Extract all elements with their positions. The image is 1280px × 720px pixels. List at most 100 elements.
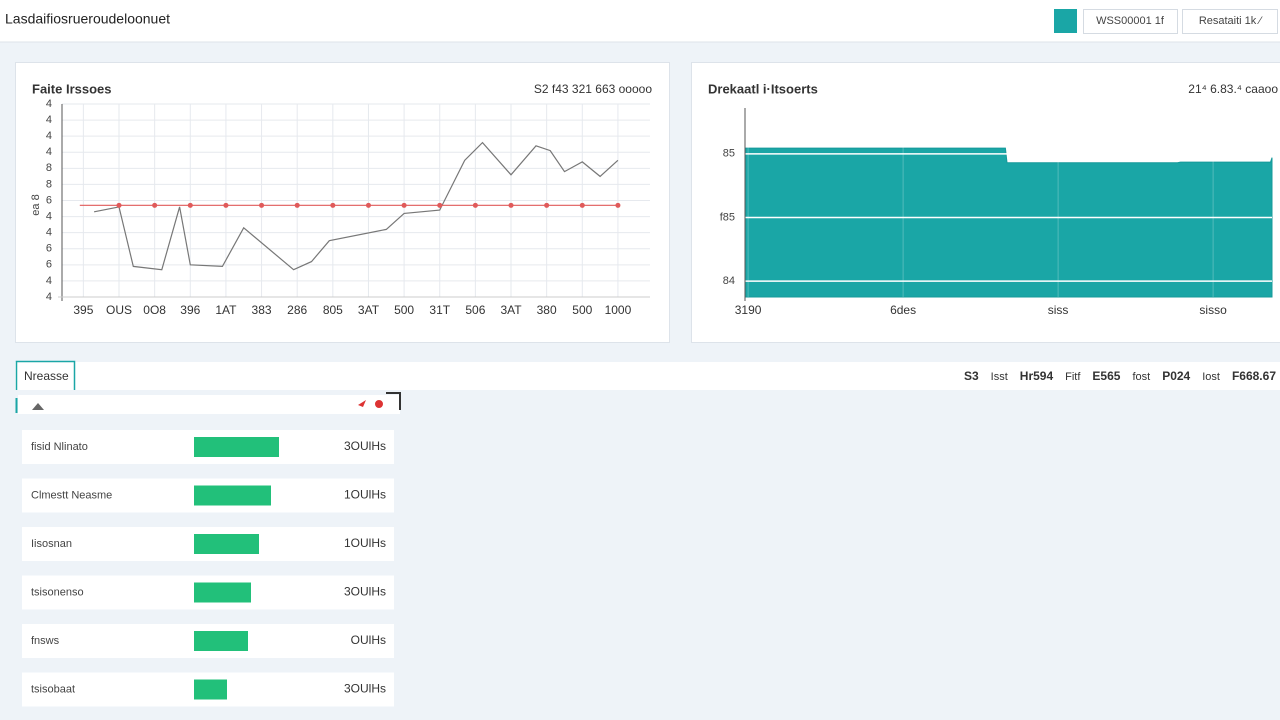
point <box>152 202 158 208</box>
x-tick-label: OUS <box>106 303 132 317</box>
tab-active-border <box>15 360 76 390</box>
tab-item[interactable]: Isst <box>991 371 1008 383</box>
tab-item[interactable]: P024 <box>1162 369 1190 383</box>
point <box>401 202 407 208</box>
x-tick-label: 286 <box>287 303 307 317</box>
line <box>93 141 619 271</box>
x-tick-label: 3AT <box>500 303 522 317</box>
row-value: OUlHs <box>351 633 386 647</box>
row-label: Clmestt Neasme <box>31 489 112 501</box>
search-row <box>18 395 400 414</box>
tab-item[interactable]: S3 <box>964 369 979 383</box>
row-value: 3OUlHs <box>344 682 386 696</box>
x-tick-label: 0O8 <box>143 303 166 317</box>
panel-stats: 21⁴ 6.83.⁴ caaoo <box>1188 82 1278 96</box>
row-bar <box>194 679 227 700</box>
x-tick-label: siss <box>1048 303 1069 317</box>
row-bar <box>194 534 259 554</box>
x-tick-label: 380 <box>537 303 557 317</box>
row-label: Iisosnan <box>31 538 72 550</box>
point <box>294 202 300 208</box>
y-tick-label: 4 <box>46 291 52 303</box>
y-tick-label: 4 <box>46 227 52 239</box>
panel-title: Faite Irssoes <box>32 81 112 96</box>
tab-item[interactable]: E565 <box>1092 369 1120 383</box>
y-tick-label: 85 <box>723 148 735 160</box>
point <box>615 202 621 208</box>
y-axis-label: ea 8 <box>30 194 42 215</box>
x-tick-label: 383 <box>252 303 272 317</box>
tab-item[interactable]: F668.67 <box>1232 369 1276 383</box>
x-tick-label: 500 <box>394 303 414 317</box>
search-icon[interactable] <box>32 403 44 410</box>
row-label: fisid Nlinato <box>31 441 88 453</box>
tab-item[interactable]: Hr594 <box>1020 369 1054 383</box>
y-tick-label: f85 <box>720 211 735 223</box>
y-tick-label: 4 <box>46 114 52 126</box>
point <box>472 202 478 208</box>
header-button-label: WSS00001 1f <box>1096 15 1165 27</box>
x-tick-label: 1AT <box>215 303 237 317</box>
x-tick-label: 395 <box>73 303 93 317</box>
tab-bar <box>15 362 1280 390</box>
point <box>437 202 443 208</box>
panel-title: Drekaatl i·Itsoerts <box>708 81 818 96</box>
tab-item[interactable]: Iost <box>1202 371 1220 383</box>
panel <box>15 62 670 343</box>
y-tick-label: 4 <box>46 275 52 287</box>
point <box>116 202 122 208</box>
point <box>223 202 229 208</box>
y-tick-label: 4 <box>46 146 52 158</box>
list: fisid Nlinato 3OUlHs Clmestt Neasme 1OUlHs I… <box>22 430 394 707</box>
x-tick-label: 805 <box>323 303 343 317</box>
y-tick-label: 4 <box>46 98 52 110</box>
point <box>544 202 550 208</box>
row-label: tsisonenso <box>31 586 84 598</box>
filter-icon[interactable] <box>358 400 383 408</box>
tab-item[interactable]: Fitf <box>1065 371 1081 383</box>
y-tick-label: 6 <box>46 243 52 255</box>
x-tick-label: 506 <box>465 303 485 317</box>
y-tick-label: 8 <box>46 162 52 174</box>
row-bar <box>194 437 279 457</box>
y-tick-label: 8 <box>46 178 52 190</box>
tab-active[interactable]: Nreasse <box>24 369 69 383</box>
search-corner <box>386 392 401 410</box>
y-tick-label: 4 <box>46 210 52 222</box>
x-tick-label: 3190 <box>735 303 762 317</box>
row-value: 1OUlHs <box>344 488 386 502</box>
header-button-label: Resataiti 1k ⁄ <box>1199 15 1264 27</box>
row-value: 3OUlHs <box>344 439 386 453</box>
tab-item[interactable]: fost <box>1132 371 1150 383</box>
x-tick-label: sisso <box>1199 303 1227 317</box>
y-tick-label: 6 <box>46 259 52 271</box>
x-tick-label: 6des <box>890 303 916 317</box>
row-bar <box>194 631 248 651</box>
row-value: 3OUlHs <box>344 585 386 599</box>
x-tick-label: 1000 <box>605 303 632 317</box>
row-label: tsisobaat <box>31 683 75 695</box>
row-label: fnsws <box>31 635 60 647</box>
x-tick-label: 31T <box>429 303 450 317</box>
point <box>508 202 514 208</box>
header-button[interactable] <box>1083 9 1178 34</box>
x-tick-label: 3AT <box>358 303 380 317</box>
area <box>744 147 1273 298</box>
point <box>330 202 336 208</box>
header-title: Lasdaifiosrueroudeloonuet <box>5 11 170 27</box>
panel-stats: S2 f43 321 663 ooooo <box>534 82 652 96</box>
x-tick-label: 396 <box>180 303 200 317</box>
y-tick-label: 84 <box>723 275 735 287</box>
x-tick-label: 500 <box>572 303 592 317</box>
row-bar <box>194 582 251 603</box>
y-tick-label: 6 <box>46 194 52 206</box>
point <box>579 202 585 208</box>
point <box>365 202 371 208</box>
icon-button[interactable] <box>1054 9 1077 33</box>
point <box>187 202 193 208</box>
y-tick-label: 4 <box>46 130 52 142</box>
point <box>259 202 265 208</box>
header-button[interactable] <box>1182 9 1278 34</box>
row-value: 1OUlHs <box>344 536 386 550</box>
